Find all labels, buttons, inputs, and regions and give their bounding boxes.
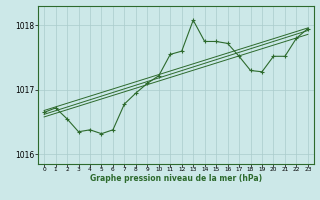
X-axis label: Graphe pression niveau de la mer (hPa): Graphe pression niveau de la mer (hPa)	[90, 174, 262, 183]
